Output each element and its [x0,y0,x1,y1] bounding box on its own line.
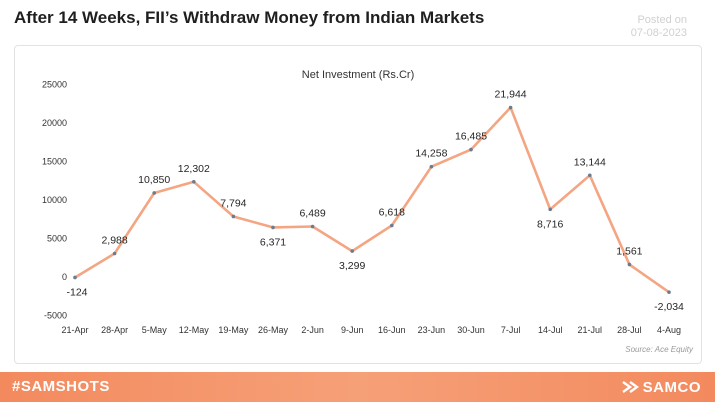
data-label: 10,850 [138,174,170,186]
x-tick-label: 4-Aug [657,325,681,335]
x-tick-label: 5-May [142,325,168,335]
y-tick-label: -5000 [44,311,67,321]
data-point [390,223,394,228]
x-tick-label: 23-Jun [418,325,446,335]
x-tick-label: 12-May [179,325,210,335]
line-chart: Net Investment (Rs.Cr) -5000 0 5000 10000 15… [42,69,684,335]
data-point [192,179,196,184]
x-tick-label: 21-Jul [578,325,603,335]
brand-name: SAMCO [642,378,701,396]
data-point [152,191,156,195]
y-tick-label: 25000 [42,80,67,90]
data-point [588,173,592,178]
brand: SAMCO [621,377,701,397]
data-label: 7,794 [220,197,246,209]
chart-card: Net Investment (Rs.Cr) -5000 0 5000 10000 15… [14,45,702,364]
posted-info: Posted on 07-08-2023 [631,14,687,40]
data-point [112,251,117,256]
y-tick-label: 20000 [42,118,67,128]
source-note: Source: Ace Equity [625,345,693,354]
data-label: 12,302 [178,163,210,175]
x-tick-label: 19-May [218,325,249,335]
data-label: 6,371 [260,236,286,248]
x-tick-label: 30-Jun [457,325,485,335]
data-point [469,147,473,152]
data-label: 2,988 [101,234,127,246]
data-point [429,164,434,169]
data-labels: -124 2,988 10,850 12,302 7,794 6,371 6,489 3,29… [66,89,684,314]
data-label: 21,944 [495,89,527,101]
data-label: -2,034 [654,301,684,313]
y-axis-ticks: -5000 0 5000 10000 15000 20000 25000 [42,80,67,321]
data-point [231,214,236,219]
data-label: 1,561 [616,245,642,257]
x-axis-ticks: 21-Apr 28-Apr 5-May 12-May 19-May 26-May 2-Jun… [61,325,681,335]
x-tick-label: 26-May [258,325,289,335]
data-point [73,275,77,280]
x-tick-label: 21-Apr [61,325,88,335]
data-label: 6,489 [299,208,325,220]
data-point [627,262,632,267]
x-tick-label: 2-Jun [301,325,324,335]
x-tick-label: 9-Jun [341,325,364,335]
series-line [74,106,670,294]
data-point [667,290,671,294]
footer-banner: #SAMSHOTS SAMCO [0,372,715,402]
x-tick-label: 16-Jun [378,325,406,335]
page-title: After 14 Weeks, FII’s Withdraw Money fro… [14,8,485,27]
x-tick-label: 14-Jul [538,325,563,335]
posted-date: 07-08-2023 [630,27,687,39]
data-label: -124 [66,286,87,298]
samco-logo-icon [621,381,639,393]
data-label: 8,716 [537,218,563,230]
data-point [508,105,513,110]
y-tick-label: 5000 [47,234,67,244]
data-label: 6,618 [379,207,405,219]
data-points [73,105,671,294]
x-tick-label: 28-Apr [101,325,128,335]
y-tick-label: 0 [62,272,67,282]
x-tick-label: 28-Jul [617,325,642,335]
posted-label: Posted on [637,14,687,26]
header: After 14 Weeks, FII’s Withdraw Money fro… [0,0,715,40]
data-label: 13,144 [574,156,606,168]
data-label: 3,299 [339,260,365,272]
data-point [548,207,552,212]
y-tick-label: 15000 [42,157,67,167]
hashtag-label: #SAMSHOTS [12,378,110,395]
data-label: 14,258 [415,148,447,160]
data-point [350,249,355,253]
data-label: 16,485 [455,131,487,143]
x-tick-label: 7-Jul [501,325,521,335]
chart-title: Net Investment (Rs.Cr) [302,69,414,81]
y-tick-label: 10000 [42,195,67,205]
data-point [271,225,275,230]
data-point [310,224,315,229]
